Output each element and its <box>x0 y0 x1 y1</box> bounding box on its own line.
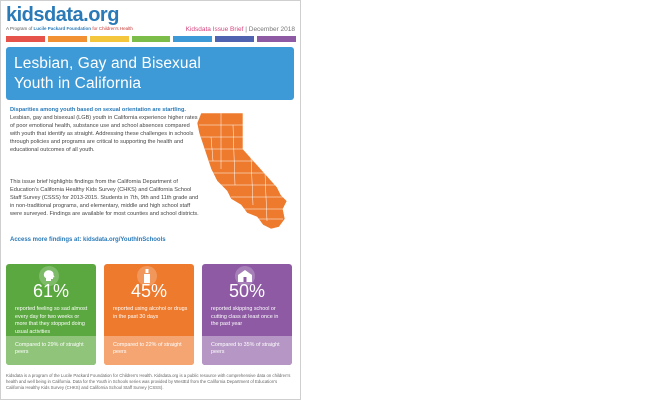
stripe-3 <box>89 36 129 42</box>
title-line-2: Youth in California <box>14 75 142 92</box>
intro-body: Lesbian, gay and bisexual (LGB) youth in… <box>10 115 198 153</box>
logo-tagline: A Program of Lucile Packard Foundation f… <box>6 26 133 31</box>
stat-card-2: 45% reported using alcohol or drugs in th… <box>104 264 194 365</box>
california-map-icon <box>196 112 288 230</box>
kidsdata-logo[interactable]: kidsdata.org A Program of Lucile Packard… <box>6 5 133 31</box>
stripe-5 <box>173 36 213 42</box>
brief-title: Kidsdata Issue Brief <box>185 26 244 33</box>
tagline-foundation: Lucile Packard Foundation <box>33 26 92 31</box>
stat-description: reported feeling so sad almost every day… <box>15 306 88 335</box>
brief-date: December 2018 <box>248 26 295 33</box>
stat-percent: 61% <box>32 281 70 301</box>
rainbow-stripes <box>6 36 297 42</box>
tagline-prefix: A Program of <box>6 26 33 31</box>
stripe-1 <box>6 36 45 42</box>
stat-percent: 50% <box>228 281 266 301</box>
stat-comparison: Compared to 35% of straight peers <box>202 336 292 365</box>
stripe-6 <box>215 36 255 42</box>
intro-lead: Disparities among youth based on sexual … <box>10 107 186 113</box>
stat-description: reported using alcohol or drugs in the p… <box>113 306 188 320</box>
tagline-health: for Children's Health <box>92 26 133 31</box>
bottle-icon <box>137 266 157 286</box>
stripe-4 <box>131 36 171 42</box>
intro-paragraph: Disparities among youth based on sexual … <box>10 106 200 154</box>
school-building-icon <box>235 266 255 286</box>
stat-comparison: Compared to 29% of straight peers <box>6 336 96 365</box>
stat-card-1: 61% reported feeling so sad almost every … <box>6 264 96 365</box>
footer-text: Kidsdata is a program of the Lucile Pack… <box>6 373 291 390</box>
head-silhouette-icon <box>39 266 59 286</box>
page-title: Lesbian, Gay and Bisexual Youth in Calif… <box>14 54 294 94</box>
stripe-2 <box>47 36 87 42</box>
stat-percent: 45% <box>130 281 168 301</box>
title-banner: Lesbian, Gay and Bisexual Youth in Calif… <box>6 47 294 100</box>
stat-comparison: Compared to 22% of straight peers <box>104 336 194 365</box>
brief-separator: | <box>245 26 247 33</box>
title-line-1: Lesbian, Gay and Bisexual <box>14 55 201 72</box>
access-findings-link[interactable]: Access more findings at: kidsdata.org/Yo… <box>10 237 166 243</box>
summary-paragraph: This issue brief highlights findings fro… <box>10 179 199 217</box>
logo-text: kidsdata.org <box>6 4 119 26</box>
stat-card-3: 50% reported skipping school or cutting c… <box>202 264 292 365</box>
issue-brief-label: Kidsdata Issue Brief | December 2018 <box>186 26 295 33</box>
stripe-7 <box>257 36 297 42</box>
stat-description: reported skipping school or cutting clas… <box>211 306 279 328</box>
issue-brief-page: kidsdata.org A Program of Lucile Packard… <box>0 0 301 400</box>
